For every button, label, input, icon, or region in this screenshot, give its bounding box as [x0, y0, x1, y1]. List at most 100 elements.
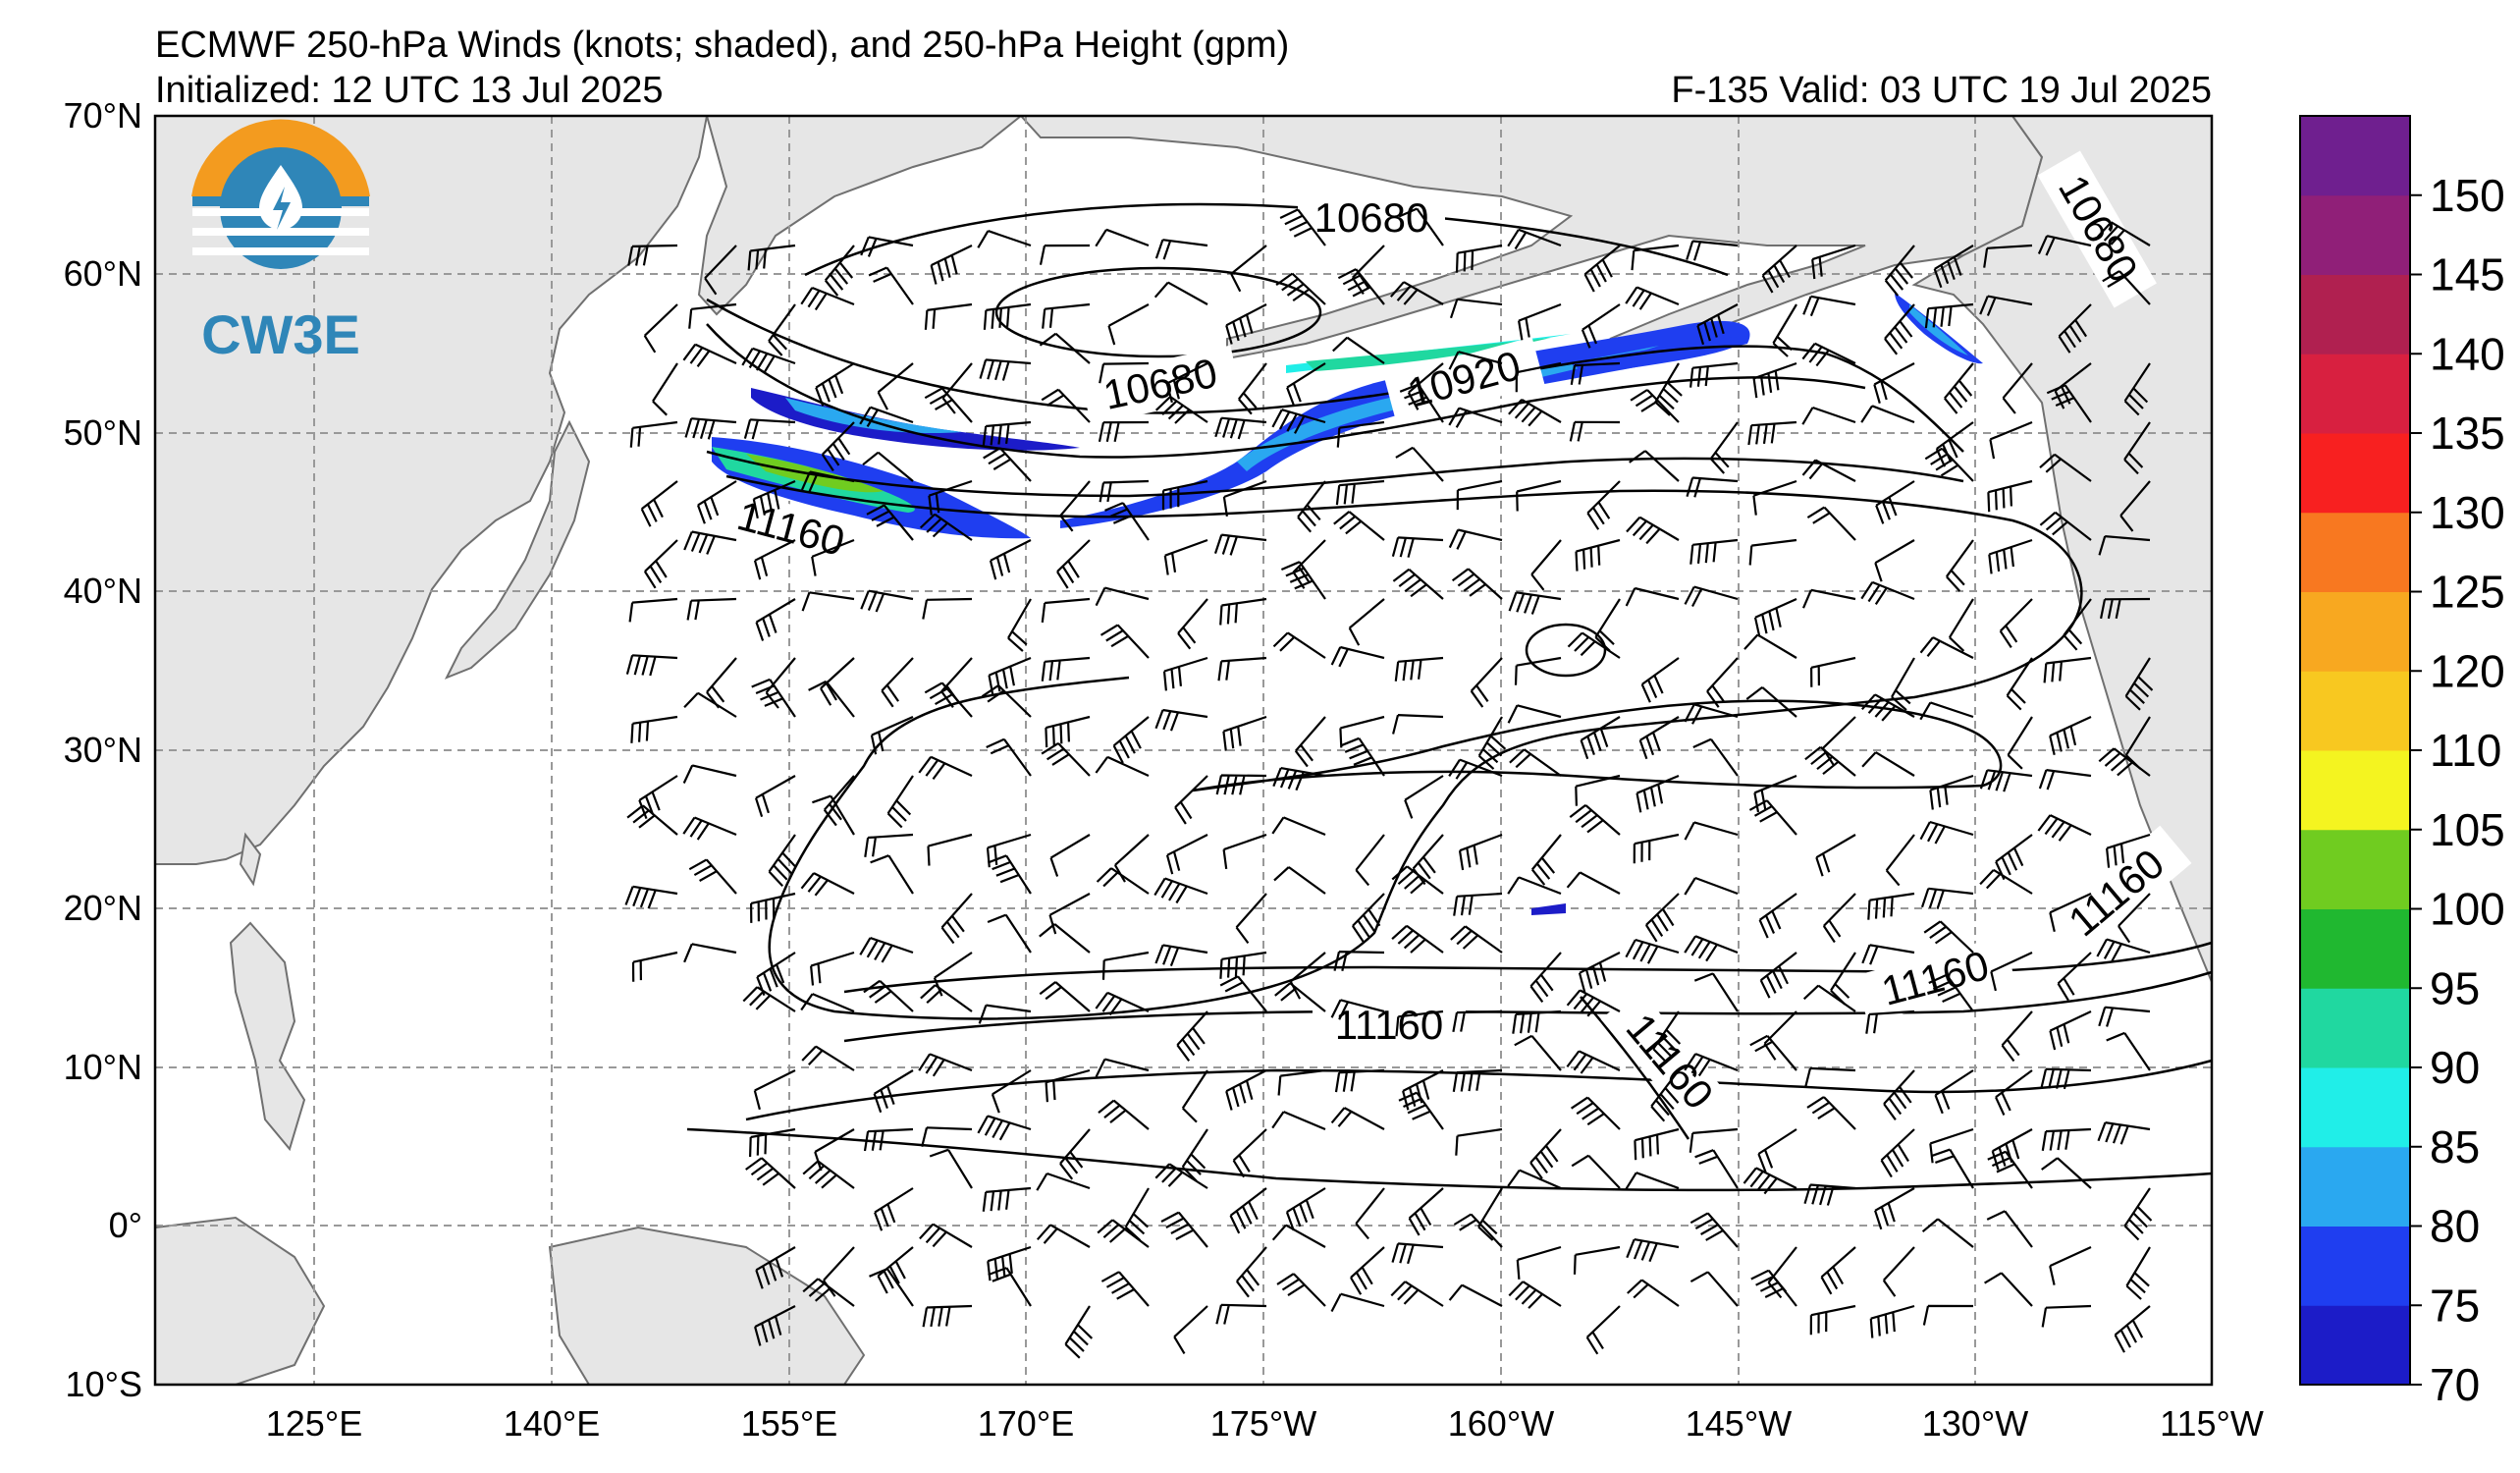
colorbar-swatch	[2300, 354, 2410, 434]
lon-label: 155°E	[741, 1403, 837, 1444]
wind-barb	[1391, 924, 1444, 954]
wind-barb	[2098, 535, 2151, 556]
wind-barb	[1507, 1169, 1562, 1190]
wind-barb	[869, 1268, 914, 1307]
wind-barb	[1753, 597, 1797, 637]
wind-barb	[1530, 539, 1562, 591]
wind-barb	[1039, 244, 1091, 265]
wind-barb	[1810, 656, 1856, 687]
wind-barb	[1983, 244, 2033, 268]
wind-barb	[1064, 1305, 1094, 1359]
wind-barb	[2041, 1157, 2092, 1189]
wind-barb	[2058, 303, 2092, 354]
wind-barb	[1988, 538, 2033, 574]
wind-barb	[1581, 303, 1621, 349]
wind-barb	[750, 892, 796, 923]
colorbar-swatch	[2300, 1067, 2410, 1148]
wind-barb	[1097, 1219, 1150, 1248]
wind-barb	[682, 343, 737, 367]
wind-barb	[1752, 479, 1797, 516]
wind-barb	[747, 244, 796, 271]
wind-barb	[1333, 951, 1385, 971]
wind-barb	[1181, 1128, 1208, 1182]
wind-barb	[1640, 657, 1680, 703]
wind-barb	[1801, 459, 1856, 482]
wind-barb	[768, 303, 796, 356]
lat-label: 10°N	[64, 1047, 142, 1087]
wind-barb	[859, 406, 914, 427]
wind-barb	[1919, 636, 1974, 659]
wind-barb	[860, 236, 914, 257]
philippines-land	[229, 832, 306, 1152]
wind-barb	[745, 1157, 796, 1189]
wind-barb	[1884, 245, 1915, 297]
wind-barb	[1389, 281, 1444, 305]
wind-barb	[1761, 245, 1797, 294]
wind-barb	[1099, 361, 1150, 384]
wind-barb	[1586, 480, 1621, 530]
map-title: ECMWF 250-hPa Winds (knots; shaded), and…	[155, 25, 1289, 66]
wind-barb	[2007, 716, 2033, 770]
wind-barb	[877, 1246, 914, 1294]
wind-barb	[2038, 769, 2092, 791]
wind-barb	[1039, 923, 1091, 954]
wind-barb	[631, 951, 678, 982]
lon-label: 130°W	[1922, 1403, 2028, 1444]
wind-barb	[1509, 748, 1562, 777]
wind-barb	[1173, 1305, 1208, 1354]
wind-barb	[1332, 336, 1385, 364]
wind-barb	[1999, 598, 2033, 649]
map-panel: 10680 10680 10680 10920 11160 11160	[153, 114, 2214, 1387]
wind-barb	[862, 451, 914, 482]
wind-barb	[2106, 1031, 2151, 1071]
wind-barb	[1219, 975, 1267, 1012]
colorbar-swatch	[2300, 671, 2410, 751]
wind-barb	[927, 833, 973, 866]
wind-barb	[810, 951, 855, 986]
wind-barb	[991, 1069, 1032, 1114]
wind-barb	[627, 244, 678, 266]
wind-barb	[800, 872, 855, 897]
wind-barb	[1979, 769, 2033, 792]
wind-barb	[1706, 657, 1739, 708]
wind-barb	[1931, 1148, 1974, 1189]
wind-barb	[987, 913, 1032, 954]
wind-barb	[981, 684, 1032, 718]
colorbar: 70 75 80 85 90 95 100 105 110 120 125 130 135 140 145 1…	[2299, 115, 2505, 1410]
wind-barb	[2049, 716, 2092, 755]
wind-barb	[986, 737, 1032, 777]
wind-barb	[1036, 1172, 1091, 1191]
wind-barb	[2124, 657, 2154, 711]
wind-barb	[742, 986, 796, 1012]
wind-barb	[1336, 420, 1385, 448]
colorbar-tick-label: 120	[2430, 645, 2505, 696]
logo-text: CW3E	[201, 303, 360, 365]
wind-barb	[1007, 598, 1032, 652]
wind-barb	[1689, 1271, 1739, 1307]
wind-barb	[1448, 407, 1503, 428]
wind-barb	[1225, 303, 1267, 345]
wind-barb	[1507, 704, 1562, 724]
wind-barb	[1351, 893, 1385, 944]
wind-barb	[1946, 539, 1974, 592]
wind-barb	[2123, 1187, 2153, 1241]
wind-barb	[1626, 1238, 1680, 1263]
wind-barb	[1686, 240, 1739, 261]
wind-barb	[1625, 586, 1680, 607]
wind-barb	[2125, 1246, 2151, 1300]
wind-barb	[1860, 693, 1915, 722]
wind-barb	[1625, 938, 1680, 964]
wind-barb	[1174, 775, 1208, 825]
wind-barb	[864, 833, 914, 857]
wind-barb	[1294, 716, 1326, 768]
wind-barb	[1165, 362, 1208, 404]
wind-barb	[1689, 1127, 1739, 1153]
wind-barb	[1860, 580, 1915, 606]
wind-barb	[1213, 533, 1267, 556]
wind-barb	[629, 420, 678, 448]
wind-barb	[1569, 420, 1621, 442]
wind-barb	[1215, 1303, 1267, 1325]
wind-barb	[755, 598, 796, 641]
wind-barb	[1271, 1111, 1326, 1131]
wind-barb	[1056, 539, 1091, 589]
